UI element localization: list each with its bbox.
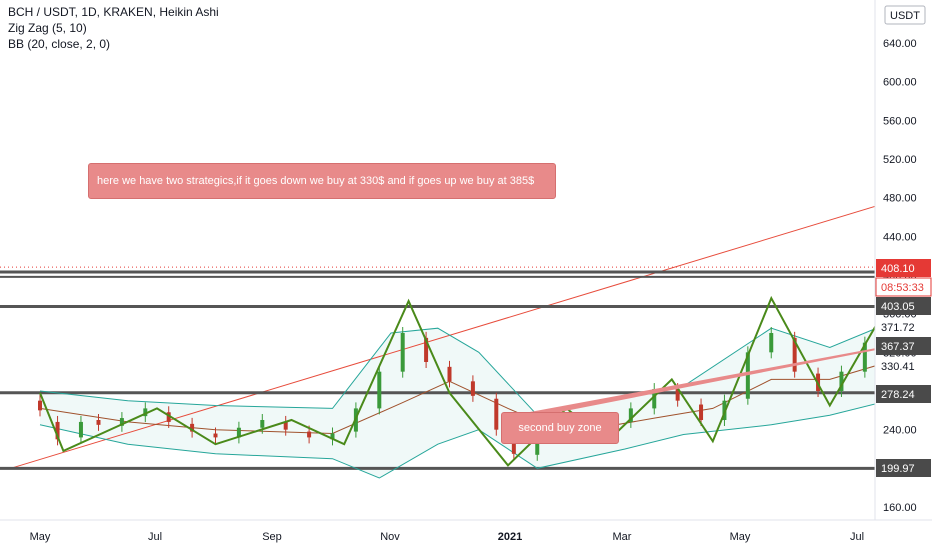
x-tick-label: Jul bbox=[148, 531, 162, 543]
price-badge-bg bbox=[876, 337, 931, 355]
price-badge-bg bbox=[876, 297, 931, 315]
price-badge-bg bbox=[876, 357, 931, 375]
x-tick-label: Mar bbox=[613, 531, 632, 543]
price-badge-08:53:33: 08:53:33 bbox=[881, 282, 924, 294]
candle-body bbox=[769, 333, 774, 353]
candle-body bbox=[470, 381, 475, 396]
price-badge-bg bbox=[876, 459, 931, 477]
price-badge-bg bbox=[875, 277, 932, 297]
candle-body bbox=[38, 400, 42, 411]
price-badge-bg bbox=[876, 385, 931, 403]
candle-body bbox=[424, 337, 429, 362]
candle-body bbox=[283, 421, 288, 430]
price-badge-bg bbox=[876, 318, 931, 336]
candle-body bbox=[675, 389, 680, 401]
candle-body bbox=[78, 421, 83, 438]
y-tick-label: 240.00 bbox=[883, 425, 917, 437]
second-buy-callout-pointer bbox=[530, 348, 875, 412]
candle-body bbox=[190, 423, 195, 432]
candle-body bbox=[628, 408, 633, 422]
candle-body bbox=[213, 433, 218, 438]
x-tick-label: May bbox=[730, 531, 751, 543]
trend-line bbox=[10, 205, 875, 469]
candle-body bbox=[535, 437, 540, 455]
y-tick-label: 480.00 bbox=[883, 193, 917, 205]
price-badge-330.41: 330.41 bbox=[881, 361, 915, 373]
candle-body bbox=[652, 389, 657, 409]
bb-basis-line bbox=[39, 365, 875, 435]
candle-body bbox=[745, 352, 750, 399]
x-tick-label: Jul bbox=[850, 531, 864, 543]
candle-body bbox=[377, 371, 382, 409]
candle-body bbox=[119, 418, 124, 426]
candle-body bbox=[96, 420, 101, 425]
price-badge-278.24: 278.24 bbox=[881, 389, 915, 401]
time-scale-bg bbox=[0, 520, 932, 550]
legend-symbol: BCH / USDT, 1D, KRAKEN, Heikin Ashi bbox=[8, 5, 219, 19]
legend-bb: BB (20, close, 2, 0) bbox=[8, 37, 111, 51]
currency-badge bbox=[884, 5, 926, 25]
y-tick-label: 560.00 bbox=[883, 115, 917, 127]
candle-body bbox=[839, 371, 844, 391]
price-badge-bg bbox=[876, 259, 931, 277]
price-badge-199.97: 199.97 bbox=[881, 463, 915, 475]
x-tick-label: Nov bbox=[380, 531, 400, 543]
y-tick-label: 520.00 bbox=[883, 154, 917, 166]
second-buy-zone-box[interactable]: second buy zone bbox=[501, 412, 619, 444]
candle-body bbox=[699, 404, 704, 420]
y-tick-label: 640.00 bbox=[883, 38, 917, 50]
candle-body bbox=[494, 398, 499, 430]
y-tick-label: 600.00 bbox=[883, 77, 917, 89]
x-tick-label: May bbox=[30, 531, 51, 543]
candle-body bbox=[447, 366, 452, 382]
candle-body bbox=[55, 421, 60, 440]
price-badge-367.37: 367.37 bbox=[881, 341, 915, 353]
candle-body bbox=[143, 408, 148, 417]
candle-body bbox=[236, 427, 241, 438]
candle-body bbox=[400, 333, 405, 372]
price-badge-403.05: 403.05 bbox=[881, 301, 915, 313]
candle-body bbox=[260, 420, 265, 428]
chart-legend: BCH / USDT, 1D, KRAKEN, Heikin Ashi Zig … bbox=[8, 4, 219, 52]
x-tick-label: 2021 bbox=[498, 531, 522, 543]
bb-lower-line bbox=[39, 403, 875, 479]
legend-zigzag: Zig Zag (5, 10) bbox=[8, 21, 87, 35]
candle-body bbox=[330, 433, 335, 440]
price-badge-371.72: 371.72 bbox=[881, 322, 915, 334]
y-tick-label: 440.00 bbox=[883, 231, 917, 243]
y-tick-label: 160.00 bbox=[883, 502, 917, 514]
candle-body bbox=[862, 342, 867, 372]
candle-body bbox=[792, 337, 797, 372]
currency-badge-label: USDT bbox=[890, 10, 920, 22]
candle-body bbox=[166, 412, 171, 422]
price-badge-408.10: 408.10 bbox=[881, 263, 915, 275]
strategy-note-box[interactable]: here we have two strategics,if it goes d… bbox=[88, 163, 556, 199]
bb-fill bbox=[40, 328, 875, 478]
candle-body bbox=[307, 431, 312, 438]
x-tick-label: Sep bbox=[262, 531, 282, 543]
plot-area bbox=[0, 205, 875, 479]
